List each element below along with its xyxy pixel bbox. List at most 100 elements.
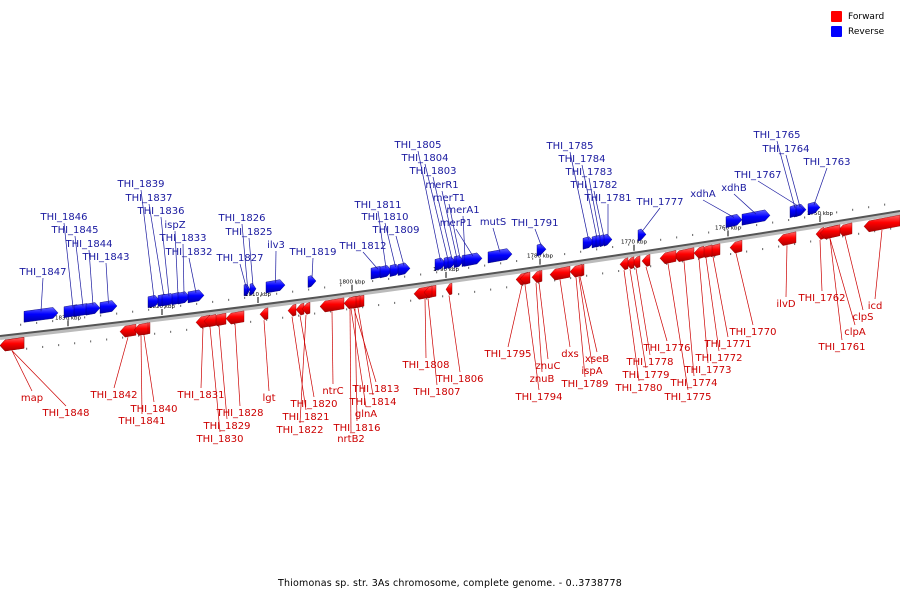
gene-label[interactable]: THI_1848 [41, 408, 89, 419]
gene-arrow-ilv3[interactable] [265, 279, 286, 294]
gene-label[interactable]: map [21, 393, 43, 404]
gene-label[interactable]: THI_1841 [117, 416, 165, 427]
gene-arrow-thi-1821[interactable] [287, 303, 297, 317]
gene-label[interactable]: merR1 [425, 180, 458, 191]
gene-arrow-ntrc[interactable] [319, 297, 345, 313]
gene-label[interactable]: icd [868, 301, 883, 312]
gene-label[interactable]: glnA [355, 409, 377, 420]
gene-label[interactable]: THI_1846 [39, 212, 87, 223]
gene-label[interactable]: THI_1829 [202, 421, 250, 432]
gene-label[interactable]: THI_1808 [401, 360, 449, 371]
gene-arrow-thi-1822[interactable] [301, 302, 311, 315]
gene-label[interactable]: THI_1813 [351, 384, 399, 395]
gene-label[interactable]: THI_1836 [136, 206, 184, 217]
gene-label[interactable]: THI_1779 [621, 370, 669, 381]
gene-arrow-xdhb[interactable] [741, 209, 771, 226]
gene-arrow-thi-1763[interactable] [807, 201, 821, 216]
gene-arrow-lgt[interactable] [259, 307, 269, 321]
gene-label[interactable]: merT1 [433, 193, 465, 204]
gene-label[interactable]: THI_1816 [332, 423, 380, 434]
gene-arrow-thi-1779[interactable] [625, 256, 635, 270]
gene-arrow-xdha[interactable] [725, 214, 743, 228]
gene-label[interactable]: THI_1833 [158, 233, 206, 244]
gene-label[interactable]: THI_1826 [217, 213, 265, 224]
gene-label[interactable]: THI_1832 [164, 247, 212, 258]
gene-label[interactable]: THI_1777 [635, 197, 683, 208]
gene-arrow-thi-1761[interactable] [819, 224, 841, 240]
gene-label[interactable]: THI_1828 [215, 408, 263, 419]
gene-arrow-thi-1841[interactable] [133, 322, 149, 336]
gene-arrow-thi-1819[interactable] [307, 275, 317, 288]
gene-arrow-thi-1848[interactable] [0, 337, 25, 352]
gene-label[interactable]: THI_1839 [116, 179, 164, 190]
gene-label[interactable]: THI_1811 [353, 200, 401, 211]
gene-label[interactable]: THI_1778 [625, 357, 673, 368]
gene-label[interactable]: THI_1773 [683, 365, 731, 376]
gene-label[interactable]: ispA [581, 366, 602, 377]
gene-label[interactable]: THI_1805 [393, 140, 441, 151]
gene-label[interactable]: THI_1772 [694, 353, 742, 364]
gene-label[interactable]: THI_1843 [81, 252, 129, 263]
gene-label[interactable]: THI_1781 [583, 193, 631, 204]
gene-arrow-thi-1842[interactable] [119, 323, 137, 338]
gene-label[interactable]: THI_1763 [802, 157, 850, 168]
gene-arrow-thi-1794[interactable] [519, 271, 531, 285]
gene-label[interactable]: THI_1814 [348, 397, 396, 408]
gene-label[interactable]: THI_1809 [371, 225, 419, 236]
gene-arrow-thi-1825[interactable] [249, 283, 257, 296]
gene-arrow-thi-1844[interactable] [85, 302, 101, 316]
gene-arrow-thi-1776[interactable] [641, 254, 651, 267]
gene-label[interactable]: znuB [530, 374, 555, 385]
gene-arrow-merp1[interactable] [463, 252, 483, 267]
gene-label[interactable]: THI_1782 [569, 180, 617, 191]
gene-label[interactable]: merA1 [446, 205, 479, 216]
gene-arrow-nrtb2[interactable] [343, 295, 357, 310]
gene-label[interactable]: znuC [536, 361, 561, 372]
gene-arrow-thi-1828[interactable] [225, 310, 245, 325]
gene-label[interactable]: THI_1821 [281, 412, 329, 423]
gene-label[interactable]: xdhB [721, 183, 747, 194]
gene-label[interactable]: THI_1780 [614, 383, 662, 394]
gene-label[interactable]: dxs [561, 349, 578, 360]
gene-label[interactable]: THI_1830 [195, 434, 243, 445]
gene-label[interactable]: THI_1806 [435, 374, 483, 385]
gene-arrow-thi-1832[interactable] [187, 289, 205, 304]
gene-arrow-thi-1830[interactable] [203, 314, 217, 328]
gene-arrow-ilvd[interactable] [777, 231, 797, 246]
gene-label[interactable]: THI_1784 [557, 154, 605, 165]
gene-label[interactable]: THI_1804 [400, 153, 448, 164]
gene-label[interactable]: THI_1840 [129, 404, 177, 415]
gene-label[interactable]: ilv3 [267, 240, 285, 251]
gene-arrow-thi-1807[interactable] [423, 285, 433, 299]
gene-arrow-thi-1775[interactable] [659, 250, 677, 265]
gene-arrow-thi-1774[interactable] [673, 247, 695, 262]
gene-label[interactable]: THI_1770 [728, 327, 776, 338]
gene-label[interactable]: nrtB2 [337, 434, 365, 445]
gene-arrow-thi-1803[interactable] [447, 256, 457, 269]
gene-label[interactable]: ispZ [164, 220, 185, 231]
gene-label[interactable]: THI_1807 [412, 387, 460, 398]
gene-label[interactable]: THI_1771 [703, 339, 751, 350]
gene-arrow-thi-1764[interactable] [795, 204, 805, 218]
gene-arrow-thi-1806[interactable] [445, 282, 453, 296]
gene-label[interactable]: THI_1767 [733, 170, 781, 181]
gene-label[interactable]: THI_1820 [289, 399, 337, 410]
gene-arrow-thi-1789[interactable] [569, 264, 583, 278]
gene-arrow-thi-1847[interactable] [23, 307, 59, 323]
gene-label[interactable]: THI_1822 [275, 425, 323, 436]
gene-label[interactable]: THI_1762 [797, 293, 845, 304]
gene-arrow-thi-1778[interactable] [631, 255, 641, 269]
gene-arrow-thi-1770[interactable] [729, 239, 743, 254]
gene-label[interactable]: THI_1837 [124, 193, 172, 204]
gene-arrow-dxs[interactable] [549, 265, 571, 281]
gene-label[interactable]: THI_1847 [18, 267, 66, 278]
gene-arrow-thi-1777[interactable] [637, 228, 647, 242]
gene-arrow-muts[interactable] [487, 248, 513, 264]
gene-label[interactable]: THI_1825 [224, 227, 272, 238]
gene-label[interactable]: xseB [585, 354, 609, 365]
gene-label[interactable]: THI_1831 [176, 390, 224, 401]
gene-label[interactable]: THI_1827 [215, 253, 263, 264]
gene-arrow-thi-1820[interactable] [295, 302, 305, 316]
gene-label[interactable]: THI_1794 [514, 392, 562, 403]
gene-arrow-thi-1773[interactable] [693, 245, 705, 259]
